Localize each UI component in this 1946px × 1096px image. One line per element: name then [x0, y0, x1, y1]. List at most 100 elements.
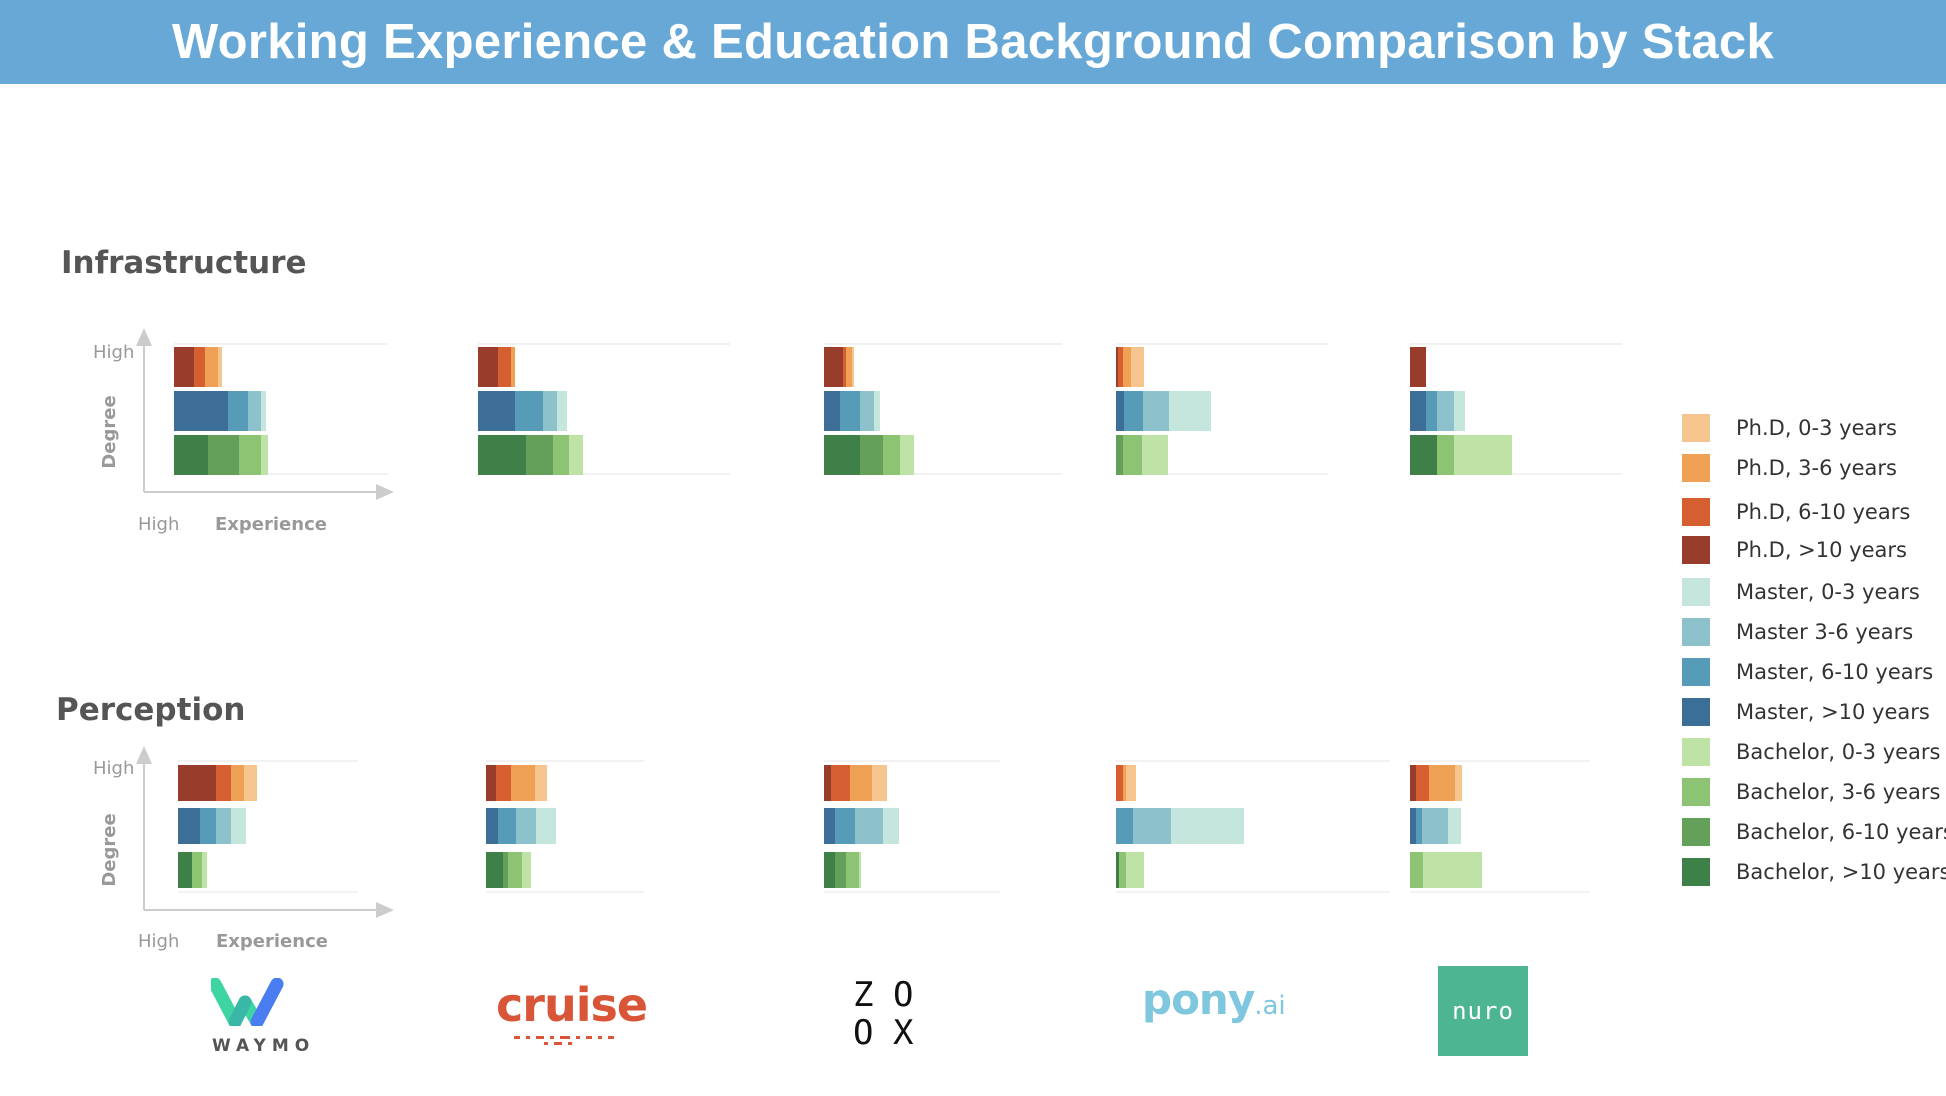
nuro-logo: nuro — [1438, 966, 1528, 1056]
legend-swatch — [1682, 778, 1710, 806]
bar-segment — [261, 435, 268, 475]
bar-segment — [1410, 391, 1426, 431]
bar-segment — [1123, 347, 1131, 387]
legend-label: Ph.D, 3-6 years — [1736, 456, 1897, 480]
bar-segment — [216, 765, 231, 801]
x-axis-title: Experience — [216, 931, 328, 952]
legend-label: Bachelor, 0-3 years — [1736, 740, 1941, 764]
pony-ai-suffix: .ai — [1254, 991, 1286, 1021]
bar-segment — [174, 347, 194, 387]
bar-segment — [1410, 808, 1416, 844]
legend-swatch — [1682, 698, 1710, 726]
bar-segment — [178, 852, 192, 888]
page-title: Working Experience & Education Backgroun… — [0, 0, 1946, 84]
waymo-w-icon — [211, 978, 284, 1026]
bar-segment — [824, 765, 831, 801]
bar-segment — [569, 435, 583, 475]
waymo-logo: WAYMO — [205, 978, 309, 1058]
bar-segment — [1416, 765, 1429, 801]
bar-segment — [1123, 765, 1126, 801]
bar-segment — [1126, 765, 1136, 801]
bar-segment — [557, 391, 567, 431]
legend-swatch — [1682, 498, 1710, 526]
bar-segment — [216, 808, 231, 844]
legend-label: Ph.D, 6-10 years — [1736, 500, 1911, 524]
legend-label: Ph.D, >10 years — [1736, 538, 1907, 562]
bar-segment — [192, 852, 202, 888]
bar-segment — [872, 765, 887, 801]
legend-item: Bachelor, >10 years — [1682, 857, 1946, 887]
bar-segment — [1429, 765, 1455, 801]
bar-segment — [498, 347, 511, 387]
nuro-wordmark: nuro — [1452, 997, 1514, 1025]
legend-item: Bachelor, 0-3 years — [1682, 737, 1940, 767]
legend-label: Ph.D, 0-3 years — [1736, 416, 1897, 440]
bar-segment — [174, 391, 228, 431]
bar-segment — [511, 765, 535, 801]
bar-segment — [508, 852, 522, 888]
bar-segment — [1416, 808, 1422, 844]
bar-segment — [516, 808, 536, 844]
cruise-dots-icon — [514, 1036, 614, 1045]
legend-item: Bachelor, 6-10 years — [1682, 817, 1946, 847]
legend-swatch — [1682, 658, 1710, 686]
bar-segment — [1123, 435, 1142, 475]
bar-segment — [1410, 347, 1426, 387]
bar-segment — [194, 347, 205, 387]
legend-item: Ph.D, 3-6 years — [1682, 453, 1897, 483]
bar-segment — [1131, 347, 1144, 387]
bar-segment — [883, 435, 900, 475]
bar-segment — [900, 435, 914, 475]
legend-label: Master, >10 years — [1736, 700, 1930, 724]
bar-segment — [859, 852, 861, 888]
pony-ai-logo: pony.ai — [1142, 975, 1286, 1035]
bar-segment — [1169, 391, 1211, 431]
legend-swatch — [1682, 858, 1710, 886]
bar-segment — [231, 765, 244, 801]
y-axis-title: Degree — [99, 395, 120, 468]
bar-segment — [1410, 765, 1416, 801]
legend-item: Master 3-6 years — [1682, 617, 1913, 647]
bar-segment — [852, 347, 854, 387]
bar-segment — [478, 347, 498, 387]
section-title-infrastructure: Infrastructure — [61, 245, 307, 281]
bar-segment — [1410, 435, 1437, 475]
bar-segment — [522, 852, 531, 888]
bar-segment — [1423, 852, 1482, 888]
y-axis-title: Degree — [99, 813, 120, 886]
bar-segment — [536, 808, 556, 844]
bar-segment — [526, 435, 553, 475]
bar-segment — [1124, 391, 1143, 431]
legend-label: Bachelor, >10 years — [1736, 860, 1946, 884]
zoox-letter-z: Z — [853, 975, 874, 1015]
y-axis-high-label: High — [93, 758, 134, 779]
bar-segment — [543, 391, 557, 431]
bar-segment — [840, 391, 860, 431]
legend-item: Master, 6-10 years — [1682, 657, 1933, 687]
bar-segment — [511, 347, 515, 387]
legend-swatch — [1682, 578, 1710, 606]
bar-segment — [824, 435, 860, 475]
bar-segment — [850, 765, 872, 801]
legend-item: Master, 0-3 years — [1682, 577, 1920, 607]
bar-segment — [1116, 435, 1123, 475]
bar-segment — [1437, 391, 1454, 431]
bar-segment — [846, 347, 852, 387]
legend-label: Bachelor, 6-10 years — [1736, 820, 1946, 844]
bar-segment — [843, 347, 846, 387]
bar-segment — [535, 765, 547, 801]
bar-segment — [496, 765, 511, 801]
legend-item: Master, >10 years — [1682, 697, 1930, 727]
bar-segment — [231, 808, 246, 844]
legend-label: Master, 6-10 years — [1736, 660, 1934, 684]
legend-swatch — [1682, 818, 1710, 846]
bar-segment — [239, 435, 261, 475]
bar-segment — [1116, 391, 1124, 431]
bar-segment — [835, 852, 846, 888]
bar-segment — [1454, 435, 1512, 475]
bar-segment — [1142, 435, 1168, 475]
zoox-letter-x: X — [893, 1013, 914, 1053]
bar-segment — [478, 391, 515, 431]
zoox-letter-o2: O — [853, 1013, 874, 1053]
bar-segment — [846, 852, 859, 888]
